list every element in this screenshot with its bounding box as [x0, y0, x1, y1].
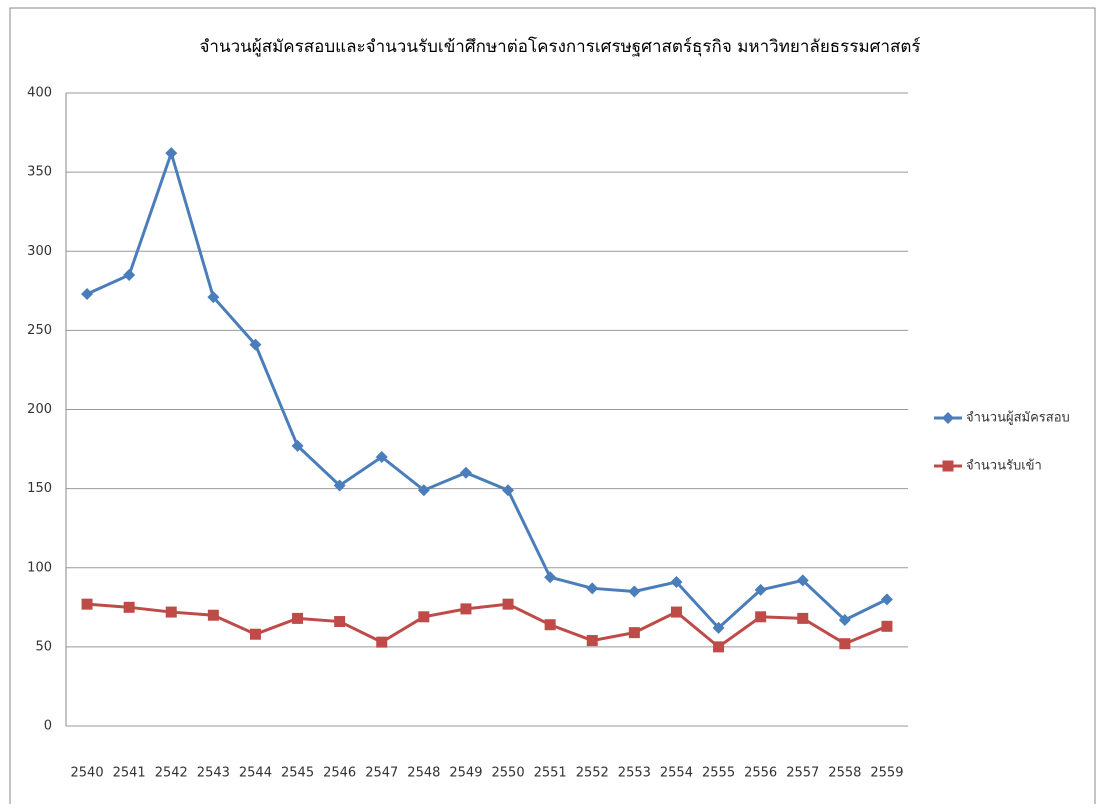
data-point: [459, 466, 472, 479]
x-tick-label: 2550: [492, 766, 525, 781]
y-tick-label: 100: [27, 560, 52, 575]
data-point: [333, 479, 346, 492]
x-tick-label: 2543: [197, 766, 230, 781]
data-point: [797, 612, 809, 624]
x-tick-label: 2540: [71, 766, 104, 781]
chart-frame: [9, 7, 1096, 808]
data-point: [207, 609, 219, 621]
data-point: [712, 621, 725, 634]
data-point: [460, 603, 472, 615]
data-point: [249, 338, 262, 351]
data-point: [292, 612, 304, 624]
y-tick-label: 200: [27, 402, 52, 417]
data-point: [123, 268, 136, 281]
data-point: [881, 620, 893, 632]
data-point: [376, 636, 388, 648]
data-point: [502, 598, 514, 610]
data-point: [123, 601, 135, 613]
x-tick-label: 2558: [828, 766, 861, 781]
x-tick-label: 2555: [702, 766, 735, 781]
y-tick-label: 0: [44, 719, 52, 734]
data-point: [670, 575, 683, 588]
chart-title: จำนวนผู้สมัครสอบและจำนวนรับเข้าศึกษาต่อโ…: [199, 36, 920, 57]
x-tick-label: 2544: [239, 766, 272, 781]
data-point: [586, 635, 598, 647]
data-point: [165, 147, 178, 160]
x-tick-label: 2552: [576, 766, 609, 781]
y-tick-label: 250: [27, 323, 52, 338]
data-point: [418, 611, 430, 623]
data-point: [502, 484, 515, 497]
data-point: [81, 598, 93, 610]
y-tick-label: 350: [27, 165, 52, 180]
data-point: [880, 593, 893, 606]
data-point: [165, 606, 177, 618]
data-point: [544, 619, 556, 631]
x-tick-label: 2549: [449, 766, 482, 781]
x-tick-label: 2546: [323, 766, 356, 781]
legend-label: จำนวนรับเข้า: [966, 459, 1042, 474]
data-point: [81, 287, 94, 300]
data-point: [586, 582, 599, 595]
data-point: [291, 439, 304, 452]
x-tick-label: 2547: [365, 766, 398, 781]
data-point: [375, 450, 388, 463]
x-tick-label: 2559: [870, 766, 903, 781]
data-point: [755, 611, 767, 623]
x-tick-label: 2557: [786, 766, 819, 781]
data-point: [796, 574, 809, 587]
data-point: [670, 606, 682, 618]
x-tick-label: 2545: [281, 766, 314, 781]
legend-marker: [942, 412, 954, 424]
data-point: [628, 585, 641, 598]
data-point: [838, 613, 851, 626]
x-tick-label: 2548: [407, 766, 440, 781]
x-tick-label: 2553: [618, 766, 651, 781]
y-tick-label: 150: [27, 481, 52, 496]
data-point: [628, 627, 640, 639]
x-tick-label: 2542: [155, 766, 188, 781]
series-line: [86, 148, 888, 630]
data-point: [334, 616, 346, 628]
series-line: [86, 602, 888, 649]
legend-label: จำนวนผู้สมัครสอบ: [966, 411, 1070, 426]
data-point: [713, 641, 725, 653]
data-point: [417, 484, 430, 497]
y-tick-label: 400: [27, 86, 52, 101]
data-point: [207, 291, 220, 304]
legend-marker: [942, 460, 954, 472]
x-tick-label: 2554: [660, 766, 693, 781]
y-tick-label: 300: [27, 244, 52, 259]
x-tick-label: 2556: [744, 766, 777, 781]
y-tick-label: 50: [35, 639, 52, 654]
x-tick-label: 2551: [534, 766, 567, 781]
data-point: [544, 571, 557, 584]
data-point: [754, 583, 767, 596]
data-point: [249, 628, 261, 640]
x-tick-label: 2541: [113, 766, 146, 781]
data-point: [839, 638, 851, 650]
